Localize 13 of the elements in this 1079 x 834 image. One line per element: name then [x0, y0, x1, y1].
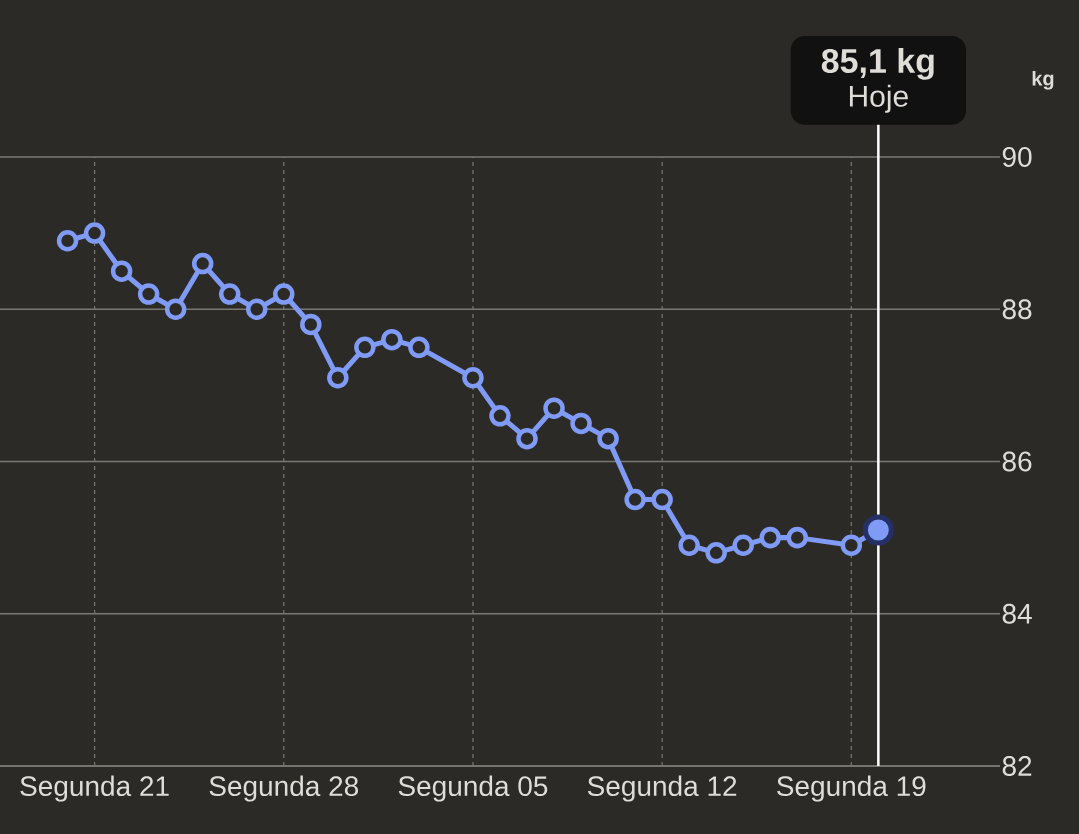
- x-tick-label: Segunda 19: [777, 775, 926, 802]
- y-tick-label: 88: [1002, 299, 1032, 320]
- x-tick-label: Segunda 21: [20, 775, 169, 802]
- y-tick-label: 84: [1002, 603, 1032, 624]
- text: 85,1 kg: [821, 47, 934, 80]
- x-tick-label: Segunda 05: [398, 775, 548, 802]
- y-tick-label: 90: [1002, 147, 1032, 167]
- y-axis-title: kg: [1032, 70, 1054, 90]
- text: Hoje: [849, 84, 908, 113]
- y-tick-label: 82: [1002, 756, 1032, 776]
- x-tick-label: Segunda 12: [587, 775, 737, 802]
- y-tick-label: 86: [1002, 451, 1032, 472]
- x-tick-label: Segunda 28: [209, 775, 359, 802]
